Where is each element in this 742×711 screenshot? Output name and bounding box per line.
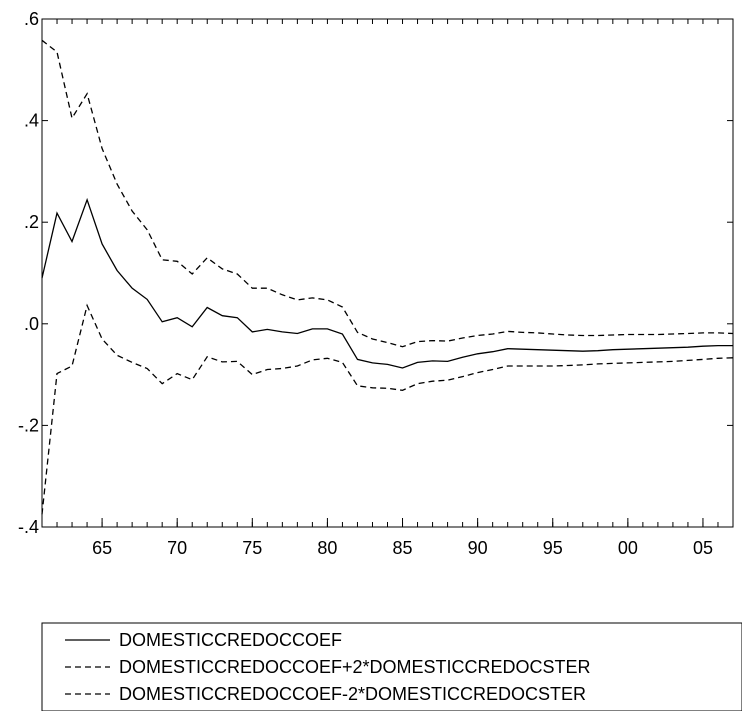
series-lines xyxy=(41,39,734,515)
legend-box xyxy=(41,622,742,711)
legend-label: DOMESTICCREDOCCOEF-2*DOMESTICCREDOCSTER xyxy=(119,684,586,704)
legend-label: DOMESTICCREDOCCOEF+2*DOMESTICCREDOCSTER xyxy=(119,657,591,677)
x-tick-label: 95 xyxy=(543,538,563,558)
series-line-1 xyxy=(41,197,733,369)
plot-area-frame xyxy=(41,18,734,528)
y-tick-label: .4 xyxy=(24,111,39,131)
x-axis-ticks: 65 70 75 80 85 90 95 00 05 xyxy=(41,19,734,558)
x-tick-label: 85 xyxy=(393,538,413,558)
y-tick-label: -.4 xyxy=(18,517,39,537)
x-tick-label: 90 xyxy=(468,538,488,558)
x-tick-label: 80 xyxy=(317,538,337,558)
legend-label: DOMESTICCREDOCCOEF xyxy=(119,630,342,650)
y-tick-label: .6 xyxy=(24,9,39,29)
legend: DOMESTICCREDOCCOEF DOMESTICCREDOCCOEF+2*D… xyxy=(41,622,742,711)
x-tick-label: 05 xyxy=(693,538,713,558)
y-tick-label: .0 xyxy=(24,314,39,334)
x-tick-label: 70 xyxy=(167,538,187,558)
x-tick-label: 75 xyxy=(242,538,262,558)
x-tick-label: 65 xyxy=(92,538,112,558)
y-tick-label: .2 xyxy=(24,212,39,232)
series-line-3 xyxy=(41,303,734,515)
x-tick-label: 00 xyxy=(618,538,638,558)
y-axis-ticks: .6 .4 .2 .0 -.2 -.4 xyxy=(18,9,733,537)
series-line-2 xyxy=(41,39,734,348)
y-tick-label: -.2 xyxy=(18,415,39,435)
